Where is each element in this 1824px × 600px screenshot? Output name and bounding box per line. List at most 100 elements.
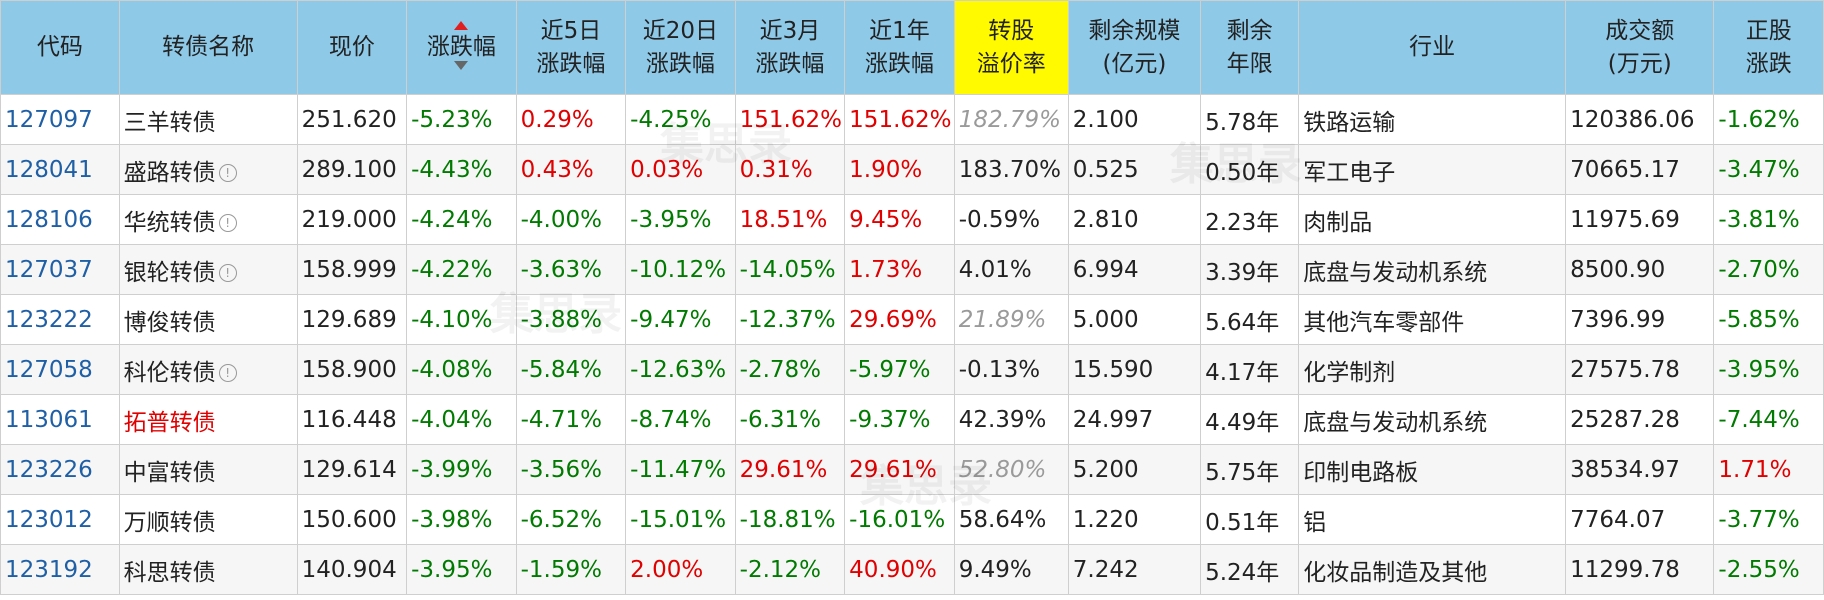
cell-turnover: 8500.90: [1565, 244, 1715, 295]
cell-chg1y-text: 40.90%: [849, 556, 937, 583]
cell-name[interactable]: 拓普转债: [118, 394, 298, 445]
col-header-industry[interactable]: 行业: [1298, 0, 1567, 95]
cell-years-text: 0.51年: [1205, 509, 1280, 536]
info-icon[interactable]: !: [218, 164, 237, 182]
cell-name[interactable]: 科伦转债!: [118, 344, 298, 395]
cell-code-text[interactable]: 123226: [5, 456, 93, 483]
cell-code[interactable]: 113061: [0, 394, 120, 445]
cell-name-text[interactable]: 科思转债: [123, 559, 216, 586]
info-icon[interactable]: !: [218, 264, 237, 282]
cell-premium: 9.49%: [953, 544, 1069, 595]
cell-premium: 42.39%: [953, 394, 1069, 445]
cell-name[interactable]: 中富转债: [118, 444, 298, 495]
cell-name-text[interactable]: 科伦转债: [123, 359, 216, 386]
cell-code-text[interactable]: 128041: [5, 156, 93, 183]
col-header-change[interactable]: 涨跌幅: [406, 0, 517, 95]
col-header-name[interactable]: 转债名称: [118, 0, 298, 95]
table-row[interactable]: 127097 三羊转债 251.620 -5.23% 0.29% -4.25% 151.62…: [0, 94, 1824, 145]
cell-code-text[interactable]: 127097: [5, 106, 93, 133]
cell-code[interactable]: 127058: [0, 344, 120, 395]
cell-code-text[interactable]: 123012: [5, 506, 93, 533]
col-header-chg5d[interactable]: 近5日 涨跌幅: [515, 0, 627, 95]
cell-chg5d-text: -3.88%: [520, 306, 602, 333]
col-header-stock-change[interactable]: 正股 涨跌: [1713, 0, 1824, 95]
cell-name-text[interactable]: 中富转债: [123, 459, 216, 486]
col-header-chg20d[interactable]: 近20日 涨跌幅: [625, 0, 736, 95]
col-header-chg3m[interactable]: 近3月 涨跌幅: [734, 0, 846, 95]
cell-chg20d: -4.25%: [625, 94, 736, 145]
cell-chg1y: 29.61%: [844, 444, 955, 495]
cell-chg5d-text: 0.29%: [520, 106, 594, 133]
sort-descending-icon[interactable]: [454, 61, 469, 70]
col-header-code[interactable]: 代码: [0, 0, 120, 95]
cell-name-text[interactable]: 华统转债: [123, 209, 216, 236]
table-row[interactable]: 123222 博俊转债 129.689 -4.10% -3.88% -9.47% -12.3…: [0, 294, 1824, 345]
cell-name[interactable]: 银轮转债!: [118, 244, 298, 295]
col-header-price[interactable]: 现价: [296, 0, 408, 95]
cell-chg3m: 29.61%: [734, 444, 846, 495]
cell-name[interactable]: 科思转债: [118, 544, 298, 595]
col-header-years[interactable]: 剩余 年限: [1200, 0, 1300, 95]
cell-code-text[interactable]: 123192: [5, 556, 93, 583]
cell-industry-text: 铁路运输: [1303, 109, 1396, 136]
cell-chg3m: -6.31%: [734, 394, 846, 445]
table-row[interactable]: 123012 万顺转债 150.600 -3.98% -6.52% -15.01% -18.…: [0, 494, 1824, 545]
table-row[interactable]: 127037 银轮转债! 158.999 -4.22% -3.63% -10.12% -14…: [0, 244, 1824, 295]
cell-premium-text: 183.70%: [958, 156, 1062, 183]
cell-name-text[interactable]: 拓普转债: [123, 409, 216, 436]
cell-chg1y-text: 9.45%: [849, 206, 923, 233]
cell-change: -4.08%: [406, 344, 517, 395]
cell-code-text[interactable]: 128106: [5, 206, 93, 233]
cell-stock-change: -3.81%: [1713, 194, 1824, 245]
cell-chg5d: -3.56%: [515, 444, 627, 495]
cell-code[interactable]: 128041: [0, 144, 120, 195]
cell-name[interactable]: 盛路转债!: [118, 144, 298, 195]
cell-premium-text: -0.59%: [958, 206, 1041, 233]
cell-name-text[interactable]: 三羊转债: [123, 109, 216, 136]
info-icon[interactable]: !: [218, 364, 237, 382]
cell-name[interactable]: 三羊转债: [118, 94, 298, 145]
cell-name[interactable]: 博俊转债: [118, 294, 298, 345]
cell-code[interactable]: 123192: [0, 544, 120, 595]
cell-code[interactable]: 123012: [0, 494, 120, 545]
cell-code-text[interactable]: 113061: [5, 406, 93, 433]
cell-stock-change: -3.47%: [1713, 144, 1824, 195]
cell-code[interactable]: 123226: [0, 444, 120, 495]
cell-name-text[interactable]: 盛路转债: [123, 159, 216, 186]
table-row[interactable]: 127058 科伦转债! 158.900 -4.08% -5.84% -12.63% -2.…: [0, 344, 1824, 395]
cell-industry-text: 其他汽车零部件: [1303, 309, 1465, 336]
table-row[interactable]: 128106 华统转债! 219.000 -4.24% -4.00% -3.95% 18.5…: [0, 194, 1824, 245]
cell-code-text[interactable]: 127058: [5, 356, 93, 383]
col-header-premium[interactable]: 转股 溢价率: [953, 0, 1069, 95]
table-row[interactable]: 123226 中富转债 129.614 -3.99% -3.56% -11.47% 29.6…: [0, 444, 1824, 495]
col-header-scale[interactable]: 剩余规模 (亿元): [1067, 0, 1202, 95]
cell-name-text[interactable]: 银轮转债: [123, 259, 216, 286]
col-header-turnover[interactable]: 成交额 (万元): [1565, 0, 1715, 95]
cell-name[interactable]: 华统转债!: [118, 194, 298, 245]
cell-code-text[interactable]: 123222: [5, 306, 93, 333]
cell-chg5d: -1.59%: [515, 544, 627, 595]
cell-years-text: 2.23年: [1205, 209, 1280, 236]
cell-chg20d: -12.63%: [625, 344, 736, 395]
sort-ascending-icon[interactable]: [454, 21, 469, 30]
cell-name[interactable]: 万顺转债: [118, 494, 298, 545]
cell-code[interactable]: 127097: [0, 94, 120, 145]
col-header-chg1y[interactable]: 近1年 涨跌幅: [844, 0, 955, 95]
cell-chg3m: 18.51%: [734, 194, 846, 245]
cell-turnover-text: 7764.07: [1570, 506, 1666, 533]
table-row[interactable]: 113061 拓普转债 116.448 -4.04% -4.71% -8.74% -6.31…: [0, 394, 1824, 445]
cell-code-text[interactable]: 127037: [5, 256, 93, 283]
table-row[interactable]: 128041 盛路转债! 289.100 -4.43% 0.43% 0.03% 0.31% 1…: [0, 144, 1824, 195]
info-icon[interactable]: !: [218, 214, 237, 232]
cell-code[interactable]: 128106: [0, 194, 120, 245]
cell-code[interactable]: 123222: [0, 294, 120, 345]
cell-premium-text: 4.01%: [958, 256, 1032, 283]
cell-years: 2.23年: [1200, 194, 1300, 245]
cell-turnover-text: 8500.90: [1570, 256, 1666, 283]
cell-scale: 2.100: [1067, 94, 1202, 145]
table-row[interactable]: 123192 科思转债 140.904 -3.95% -1.59% 2.00% -2.12%…: [0, 544, 1824, 595]
cell-name-text[interactable]: 博俊转债: [123, 309, 216, 336]
cell-name-text[interactable]: 万顺转债: [123, 509, 216, 536]
cell-code[interactable]: 127037: [0, 244, 120, 295]
cell-chg3m: 0.31%: [734, 144, 846, 195]
